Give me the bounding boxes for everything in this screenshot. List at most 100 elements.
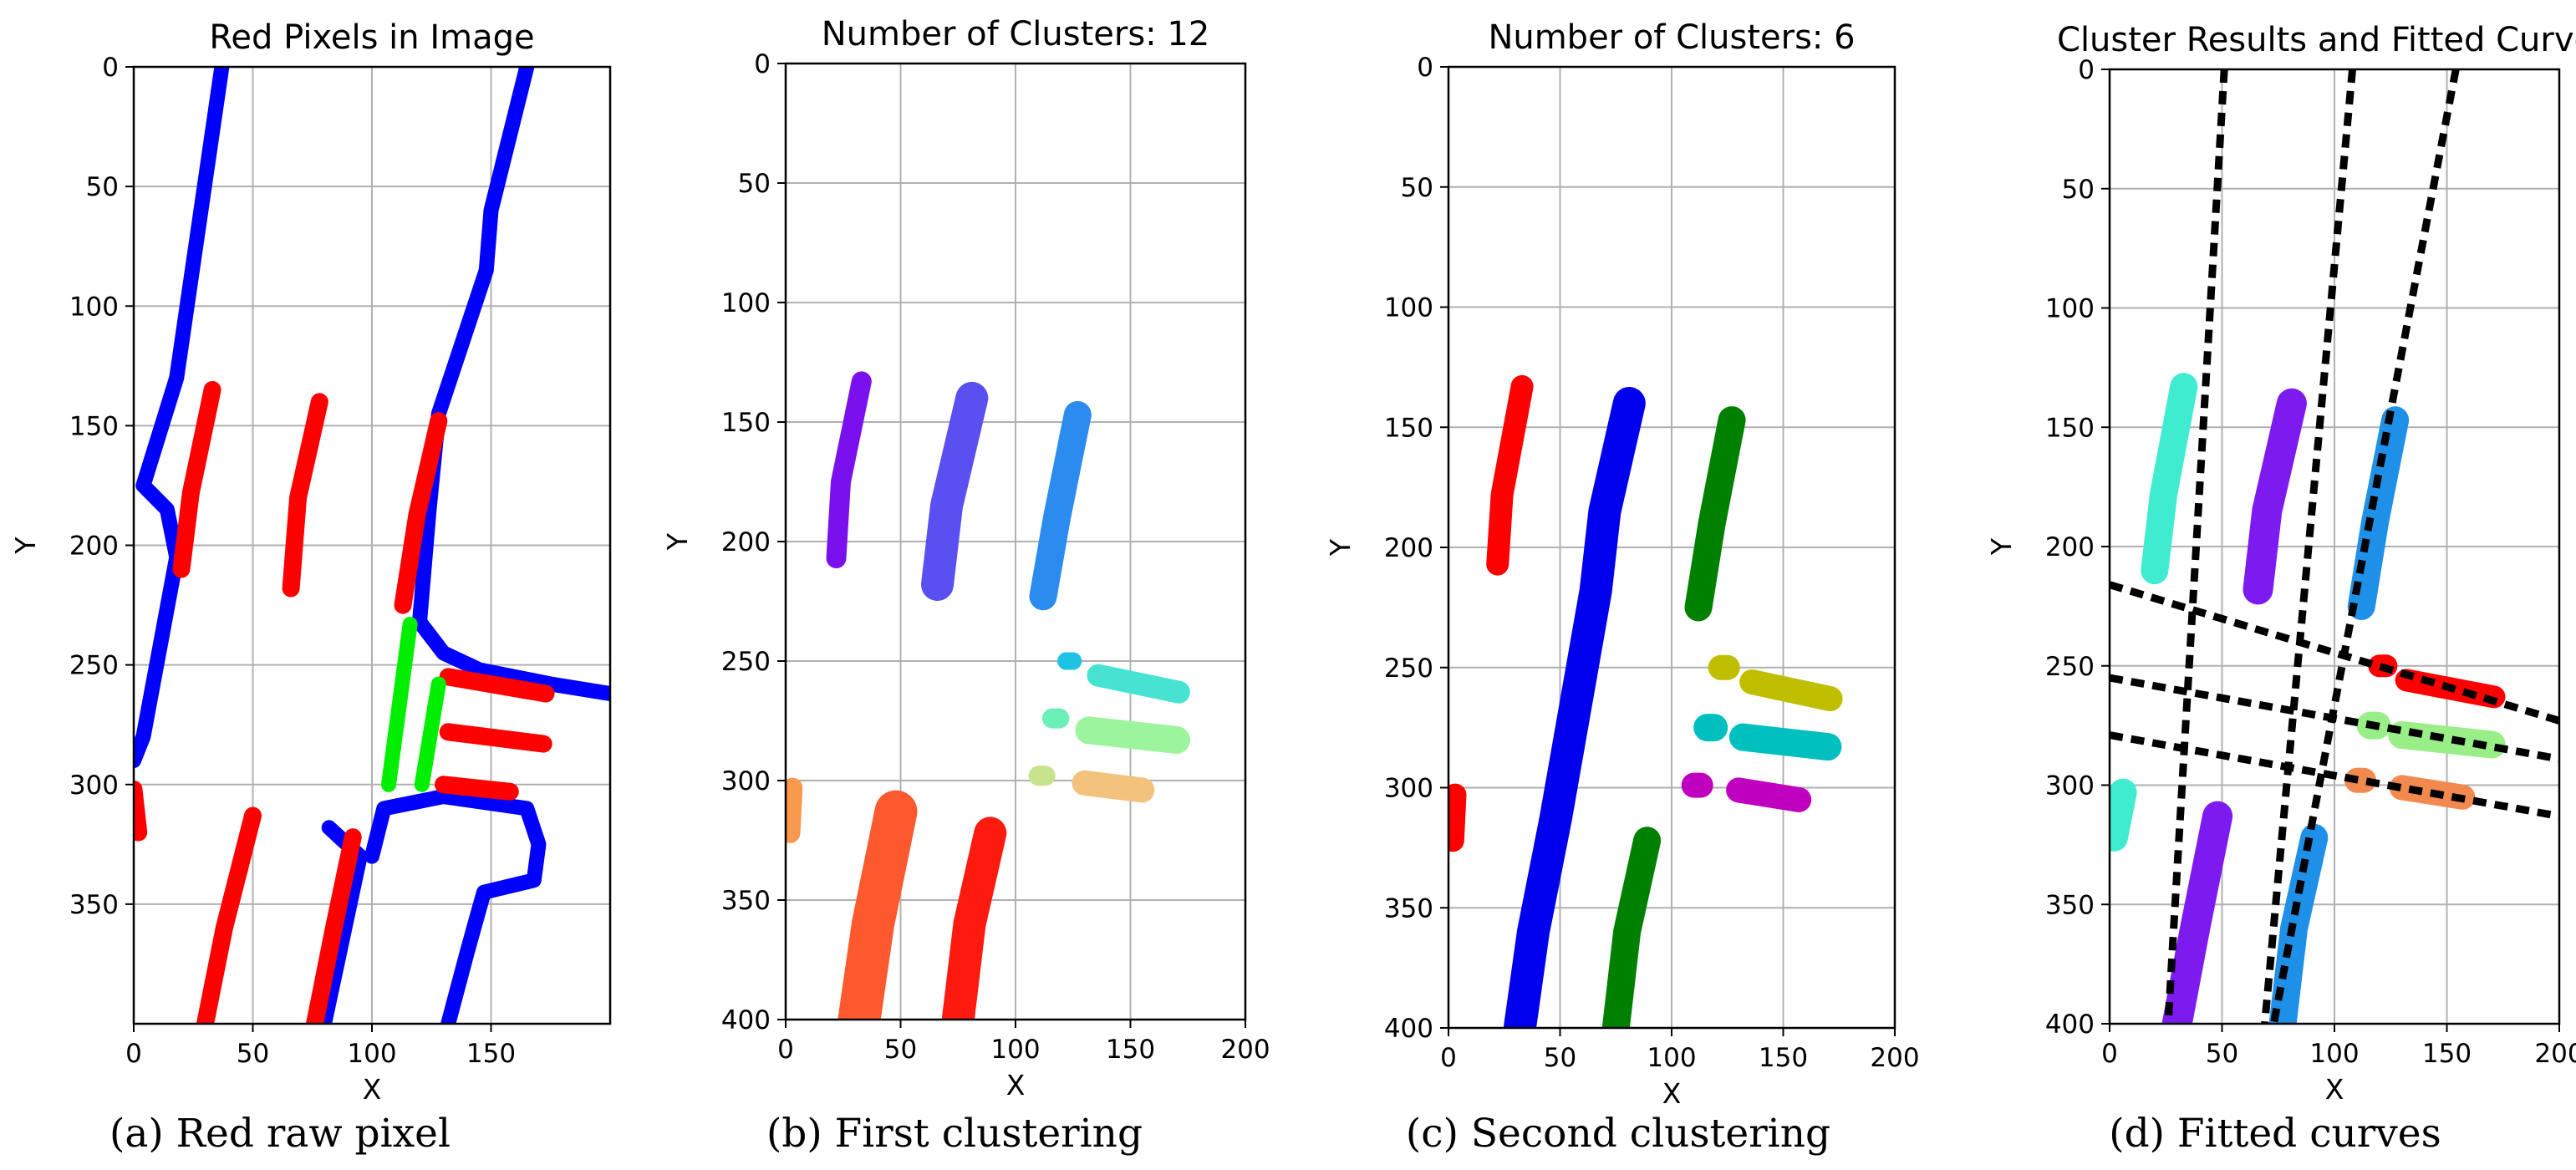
panel-2: 0 50 100 150 200 0 50 100 150 200 250 300 350 400 Numb…: [661, 15, 1270, 1101]
y-tick-label: 150: [2045, 413, 2095, 443]
lane-markings-mark: [435, 776, 519, 801]
plot-area: [2110, 69, 2559, 1024]
road-boundary-mark: [412, 67, 610, 701]
y-axis-label: Y: [9, 537, 42, 555]
y-tick-label: 250: [69, 651, 119, 681]
cluster-C-mark: [1684, 406, 1746, 622]
cluster-3-mark: [1029, 400, 1092, 611]
x-axis-label: X: [2325, 1073, 2344, 1106]
caption-c: (c) Second clustering: [1406, 1111, 1830, 1157]
fitted-curve-3-line: [2269, 69, 2460, 1024]
x-tick-label: 0: [777, 1035, 794, 1065]
fitted-curve-1-line: [2164, 69, 2228, 1024]
y-tick-label: 350: [69, 890, 119, 920]
lane-markings-mark: [439, 668, 555, 703]
caption-a: (a) Red raw pixel: [109, 1111, 451, 1157]
lane-markings-mark: [306, 828, 362, 1024]
lane-markings-mark: [439, 723, 552, 753]
cluster-B-mark: [1503, 387, 1646, 1028]
cluster-1-mark: [826, 371, 872, 568]
x-tick-label: 200: [1220, 1035, 1270, 1065]
y-tick-label: 250: [2045, 652, 2095, 682]
x-tick-label: 150: [2422, 1039, 2472, 1069]
lane-markings-mark: [172, 380, 221, 578]
y-tick-label: 150: [721, 408, 771, 438]
cluster-5-mark: [1087, 664, 1190, 704]
fitted-curve-4-line: [2110, 581, 2559, 725]
x-tick-label: 50: [237, 1039, 269, 1069]
axes-frame: [2108, 68, 2561, 1025]
y-tick-label: 350: [721, 886, 771, 916]
y-tick-label: 400: [721, 1005, 771, 1035]
road-boundary-mark: [134, 67, 230, 769]
y-tick-label: 150: [69, 411, 119, 441]
y-tick-label: 100: [721, 288, 771, 318]
x-axis-label: X: [363, 1073, 382, 1106]
cluster-1-mark: [2110, 778, 2137, 852]
y-tick-label: 100: [69, 292, 119, 322]
road-boundary-mark: [364, 789, 547, 1024]
cluster-E-mark: [1728, 723, 1842, 761]
panel-3: 0 50 100 150 200 0 50 100 150 200 250 300 350 400 Numb…: [1324, 18, 1920, 1110]
x-tick-label: 100: [2309, 1039, 2359, 1069]
x-tick-label: 50: [884, 1035, 917, 1065]
crosswalk-mark: [381, 617, 418, 792]
y-tick-label: 150: [1384, 413, 1433, 443]
cluster-2-mark: [2243, 388, 2307, 605]
panel-4: 0 50 100 150 200 0 50 100 150 200 250 300 350 400 Clus…: [1985, 21, 2576, 1106]
cluster-D-mark: [1739, 669, 1843, 712]
road-boundary-mark: [317, 820, 368, 1024]
x-tick-label: 100: [990, 1035, 1040, 1065]
x-tick-label: 200: [2534, 1039, 2576, 1069]
x-tick-label: 100: [347, 1039, 396, 1069]
y-tick-label: 350: [2045, 890, 2095, 920]
plot-area: [786, 371, 1190, 1020]
y-tick-label: 200: [2045, 532, 2095, 562]
fitted-curve-5-line: [2110, 674, 2559, 763]
chart-title: Number of Clusters: 12: [822, 15, 1210, 53]
axes-frame: [132, 65, 612, 1025]
y-tick-label: 200: [1384, 533, 1433, 563]
y-tick-label: 300: [2045, 771, 2095, 801]
axes-frame: [1447, 65, 1896, 1030]
lane-markings-mark: [394, 412, 448, 614]
cluster-10-mark: [786, 777, 803, 843]
cluster-C2-mark: [1601, 827, 1662, 1028]
x-tick-label: 100: [1647, 1043, 1696, 1073]
cluster-A-mark: [1486, 374, 1534, 576]
cluster-9-mark: [1072, 770, 1155, 803]
chart-title: Cluster Results and Fitted Curves: [2057, 21, 2576, 59]
y-tick-label: 100: [1384, 293, 1433, 323]
cluster-2-mark: [921, 381, 989, 601]
chart-title: Red Pixels in Image: [209, 18, 534, 57]
x-tick-label: 200: [1870, 1043, 1919, 1073]
lane-markings-mark: [196, 806, 262, 1024]
x-axis-label: X: [1006, 1069, 1026, 1101]
y-tick-label: 100: [2045, 294, 2095, 324]
x-tick-label: 0: [2101, 1039, 2118, 1069]
y-tick-label: 0: [754, 49, 771, 79]
plot-area: [1448, 374, 1843, 1028]
x-tick-label: 50: [1544, 1043, 1576, 1073]
y-tick-label: 200: [69, 532, 119, 562]
x-axis-label: X: [1662, 1077, 1682, 1110]
cluster-F-mark: [1726, 777, 1812, 812]
chart-title: Number of Clusters: 6: [1488, 18, 1855, 57]
plot-area: [134, 67, 610, 1024]
y-tick-label: 50: [2062, 175, 2095, 205]
cluster-3-mark: [2347, 406, 2410, 620]
caption-d: (d) Fitted curves: [2109, 1111, 2441, 1157]
y-axis-label: Y: [1985, 537, 2018, 556]
y-tick-label: 0: [1417, 53, 1433, 83]
cluster-2-mark: [2161, 801, 2233, 1024]
y-tick-label: 50: [86, 172, 119, 202]
axes-frame: [784, 62, 1247, 1021]
crosswalk-mark: [414, 676, 446, 792]
y-tick-label: 50: [738, 169, 771, 199]
y-tick-label: 200: [721, 527, 771, 557]
caption-b: (b) First clustering: [766, 1111, 1143, 1157]
cluster-7-mark: [1075, 716, 1190, 754]
y-tick-label: 0: [2078, 55, 2095, 85]
y-tick-label: 350: [1384, 893, 1433, 923]
